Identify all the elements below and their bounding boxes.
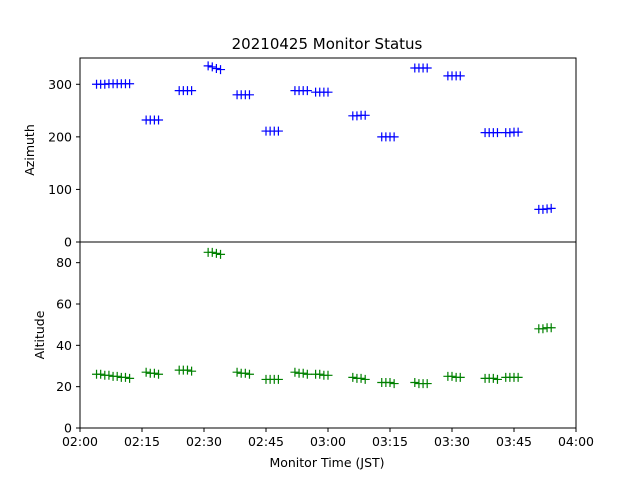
altitude-data-point <box>447 371 457 381</box>
x-tick-label: 02:30 <box>186 434 222 449</box>
altitude-data-point <box>302 369 312 379</box>
azimuth-y-tick-label: 300 <box>48 77 72 92</box>
altitude-data-point <box>187 366 197 376</box>
altitude-data-point <box>120 372 130 382</box>
altitude-panel: 0 20 40 60 80 <box>56 241 577 436</box>
altitude-data-point <box>240 368 250 378</box>
y-axis-label-azimuth: Azimuth <box>22 124 37 176</box>
altitude-y-tick-label: 0 <box>64 421 72 436</box>
x-tick-label: 03:30 <box>434 434 470 449</box>
x-tick-label: 03:45 <box>496 434 532 449</box>
azimuth-data-point <box>302 86 312 96</box>
altitude-data-point <box>112 371 122 381</box>
x-tick-label: 02:45 <box>248 434 284 449</box>
altitude-y-tick-label: 20 <box>56 379 72 394</box>
altitude-y-tick-label: 60 <box>56 297 72 312</box>
x-tick-label: 04:00 <box>558 434 594 449</box>
altitude-data-point <box>385 378 395 388</box>
altitude-y-tick-label: 80 <box>56 255 72 270</box>
altitude-data-point <box>96 369 106 379</box>
chart-title: 20210425 Monitor Status <box>232 35 423 53</box>
altitude-frame <box>79 241 577 429</box>
altitude-data-point <box>488 373 498 383</box>
azimuth-data-point <box>273 126 283 136</box>
altitude-data-point <box>546 323 556 333</box>
altitude-data-point <box>348 372 358 382</box>
x-tick-label: 03:00 <box>310 434 346 449</box>
azimuth-data-point <box>546 203 556 213</box>
altitude-data-point <box>422 379 432 389</box>
altitude-data-point <box>125 373 135 383</box>
x-axis-label: Monitor Time (JST) <box>269 455 384 470</box>
altitude-data-point <box>389 379 399 389</box>
altitude-data-point <box>290 367 300 377</box>
azimuth-data-point <box>187 86 197 96</box>
altitude-data-point <box>149 368 159 378</box>
altitude-data-point <box>211 248 221 258</box>
azimuth-data-point <box>455 71 465 81</box>
altitude-data-point <box>154 369 164 379</box>
azimuth-data-point <box>207 62 217 72</box>
azimuth-data-point <box>125 79 135 89</box>
altitude-y-tick-label: 40 <box>56 338 72 353</box>
azimuth-data-point <box>154 115 164 125</box>
altitude-data-point <box>315 369 325 379</box>
altitude-data-point <box>538 324 548 334</box>
altitude-data-point <box>492 374 502 384</box>
azimuth-panel: 0 100 200 300 <box>48 57 577 250</box>
azimuth-data-point <box>244 90 254 100</box>
altitude-data-point <box>232 367 242 377</box>
altitude-data-point <box>323 370 333 380</box>
altitude-data-point <box>207 247 217 257</box>
azimuth-data-point <box>513 127 523 137</box>
x-tick-label: 02:00 <box>62 434 98 449</box>
x-tick-label: 02:15 <box>124 434 160 449</box>
azimuth-data-point <box>492 128 502 138</box>
azimuth-y-tick-label: 0 <box>64 235 72 250</box>
azimuth-data-point <box>422 63 432 73</box>
x-axis: 02:00 02:15 02:30 02:45 03:00 03:15 03:30 03:45… <box>62 428 594 449</box>
altitude-data-point <box>141 367 151 377</box>
x-tick-label: 03:15 <box>372 434 408 449</box>
altitude-data-point <box>244 369 254 379</box>
altitude-data-point <box>360 374 370 384</box>
y-axis-label-altitude: Altitude <box>32 310 47 359</box>
altitude-data-point <box>104 370 114 380</box>
azimuth-data-point <box>211 64 221 74</box>
altitude-data-point <box>356 373 366 383</box>
altitude-data-point <box>410 378 420 388</box>
altitude-data-point <box>298 368 308 378</box>
altitude-data-point <box>182 365 192 375</box>
azimuth-data-point <box>203 61 213 71</box>
azimuth-y-tick-label: 100 <box>48 182 72 197</box>
azimuth-data-point <box>360 110 370 120</box>
altitude-data-point <box>216 249 226 259</box>
azimuth-data-point <box>216 65 226 75</box>
altitude-data-point <box>455 372 465 382</box>
altitude-data-point <box>513 372 523 382</box>
azimuth-frame <box>79 57 577 243</box>
altitude-data-point <box>273 374 283 384</box>
azimuth-y-tick-label: 200 <box>48 129 72 144</box>
azimuth-data-point <box>323 87 333 97</box>
azimuth-data-point <box>389 132 399 142</box>
